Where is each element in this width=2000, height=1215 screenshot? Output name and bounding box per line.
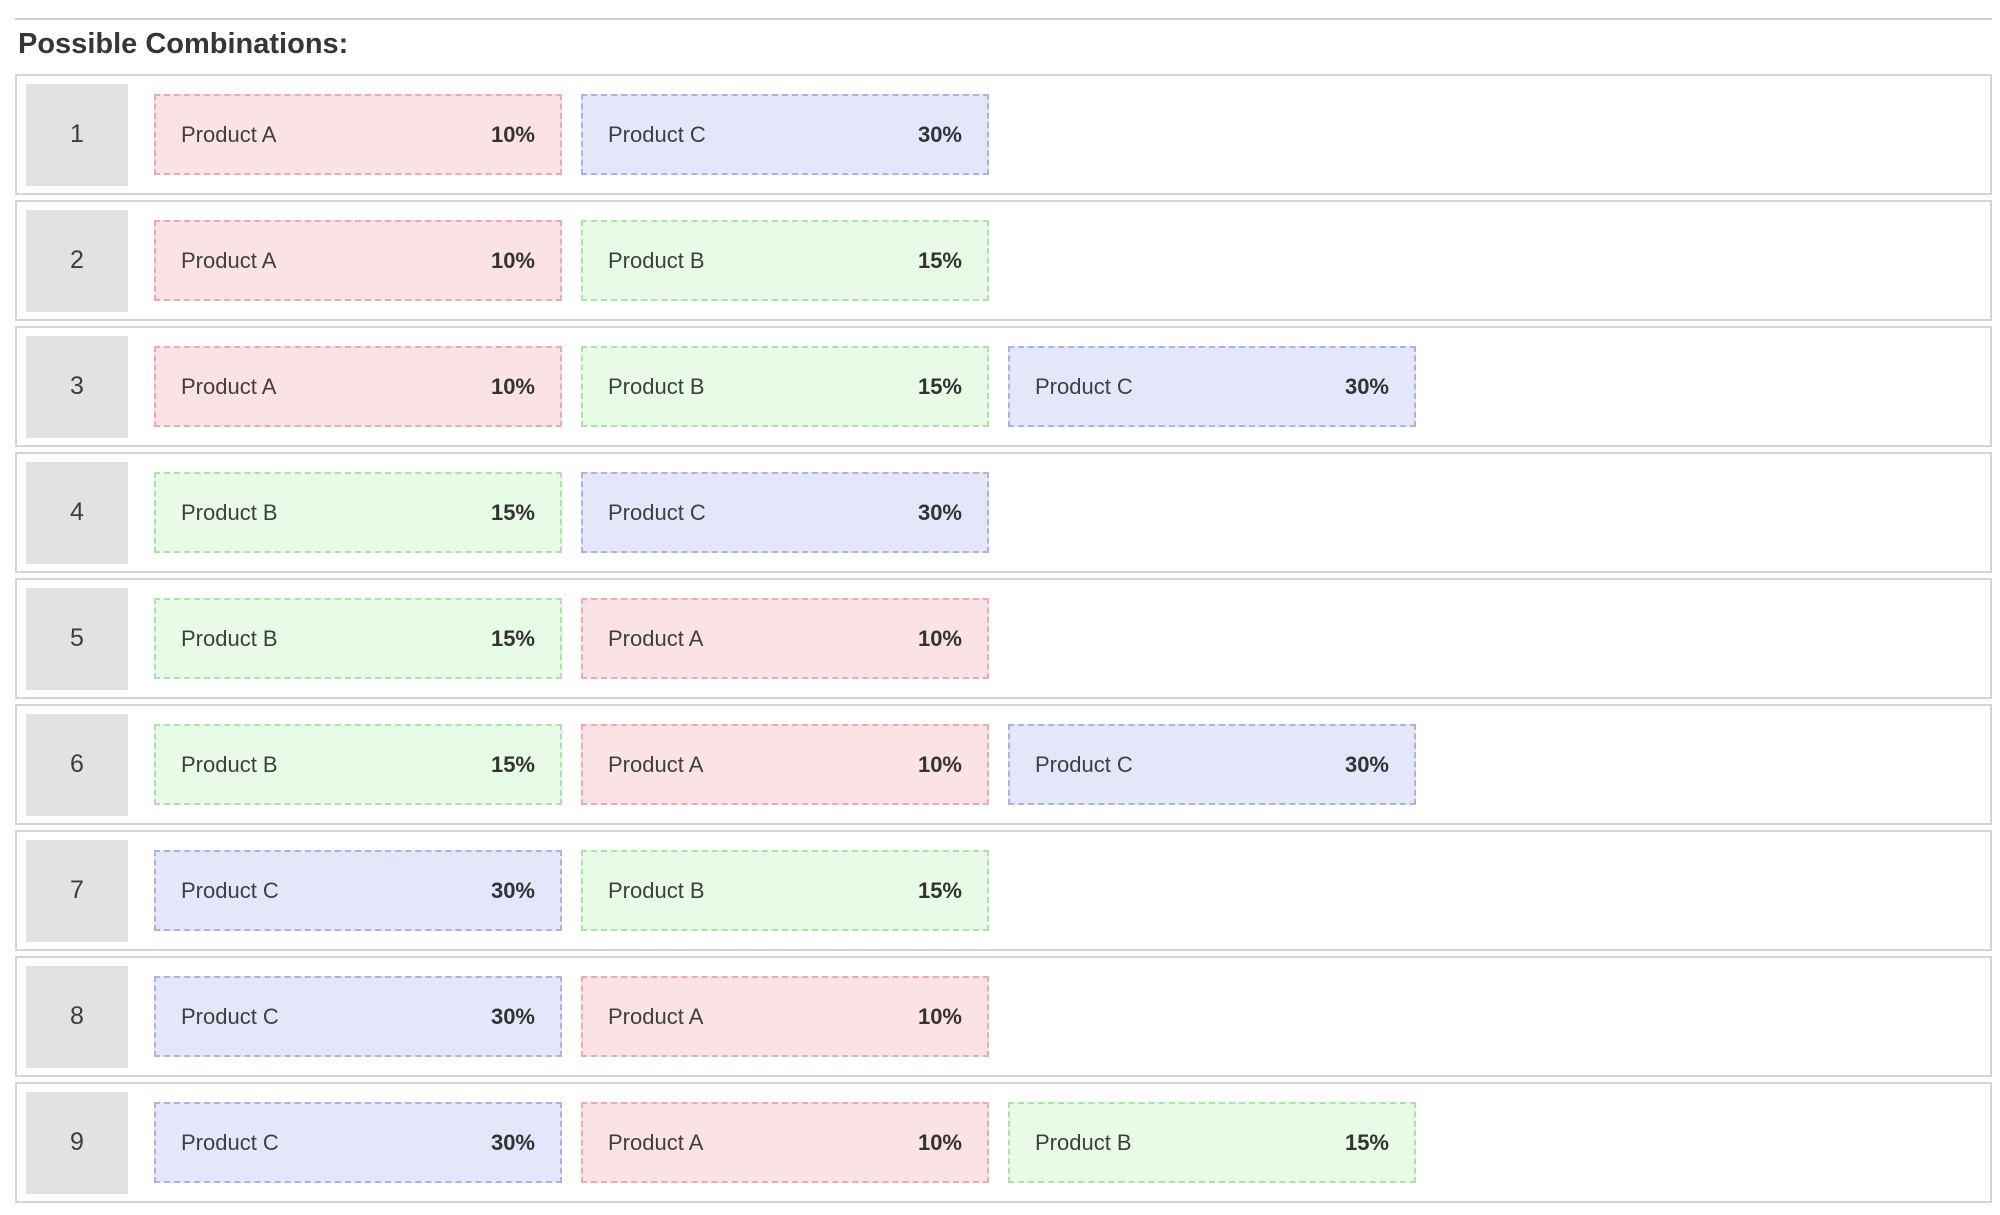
- product-name-label: Product C: [181, 877, 279, 903]
- product-name-label: Product A: [608, 625, 704, 651]
- product-share-value: 30%: [490, 1129, 535, 1155]
- product-name-label: Product A: [608, 751, 704, 777]
- product-card: Product A 10%: [154, 346, 562, 427]
- row-number-badge: 3: [26, 335, 128, 438]
- product-name-label: Product A: [181, 247, 277, 273]
- product-card: Product A 10%: [154, 220, 562, 301]
- product-name-label: Product C: [608, 121, 706, 147]
- product-card: Product C 30%: [154, 976, 562, 1057]
- product-share-value: 15%: [1344, 1129, 1389, 1155]
- product-share-value: 10%: [917, 1003, 962, 1029]
- product-name-label: Product C: [608, 499, 706, 525]
- combination-row: 8 Product C 30% Product A 10%: [15, 956, 1992, 1077]
- product-share-value: 15%: [917, 373, 962, 399]
- product-name-label: Product B: [608, 373, 705, 399]
- combinations-list: 1 Product A 10% Product C 30% 2 Product …: [15, 74, 1992, 1203]
- product-name-label: Product C: [1035, 373, 1133, 399]
- product-share-value: 15%: [917, 877, 962, 903]
- product-card: Product A 10%: [581, 976, 989, 1057]
- row-number-badge: 9: [26, 1091, 128, 1194]
- product-share-value: 10%: [917, 625, 962, 651]
- product-name-label: Product B: [1035, 1129, 1132, 1155]
- product-card: Product C 30%: [581, 472, 989, 553]
- product-share-value: 30%: [490, 1003, 535, 1029]
- product-name-label: Product B: [608, 247, 705, 273]
- product-card: Product B 15%: [1008, 1102, 1416, 1183]
- product-share-value: 15%: [490, 751, 535, 777]
- combination-row: 4 Product B 15% Product C 30%: [15, 452, 1992, 573]
- product-card: Product A 10%: [154, 94, 562, 175]
- product-name-label: Product A: [608, 1129, 704, 1155]
- row-number-badge: 5: [26, 587, 128, 690]
- product-name-label: Product A: [181, 121, 277, 147]
- product-name-label: Product C: [181, 1003, 279, 1029]
- product-name-label: Product B: [181, 499, 278, 525]
- product-name-label: Product A: [608, 1003, 704, 1029]
- product-card: Product C 30%: [581, 94, 989, 175]
- combination-row: 6 Product B 15% Product A 10% Product C …: [15, 704, 1992, 825]
- product-name-label: Product B: [181, 751, 278, 777]
- page-title: Possible Combinations:: [18, 28, 349, 60]
- combination-row: 2 Product A 10% Product B 15%: [15, 200, 1992, 321]
- row-number-badge: 8: [26, 965, 128, 1068]
- combination-row: 9 Product C 30% Product A 10% Product B …: [15, 1082, 1992, 1203]
- product-card: Product B 15%: [581, 850, 989, 931]
- product-card: Product C 30%: [154, 1102, 562, 1183]
- product-card: Product C 30%: [1008, 724, 1416, 805]
- product-share-value: 30%: [1344, 373, 1389, 399]
- row-number-badge: 4: [26, 461, 128, 564]
- product-share-value: 30%: [917, 121, 962, 147]
- row-number-badge: 6: [26, 713, 128, 816]
- row-number-badge: 2: [26, 209, 128, 312]
- combination-row: 5 Product B 15% Product A 10%: [15, 578, 1992, 699]
- product-share-value: 30%: [490, 877, 535, 903]
- product-card: Product B 15%: [154, 724, 562, 805]
- product-share-value: 30%: [917, 499, 962, 525]
- row-number-badge: 7: [26, 839, 128, 942]
- product-name-label: Product B: [608, 877, 705, 903]
- row-number-badge: 1: [26, 83, 128, 186]
- combination-row: 3 Product A 10% Product B 15% Product C …: [15, 326, 1992, 447]
- product-card: Product B 15%: [581, 220, 989, 301]
- product-card: Product B 15%: [154, 598, 562, 679]
- product-card: Product B 15%: [581, 346, 989, 427]
- product-card: Product C 30%: [154, 850, 562, 931]
- product-card: Product A 10%: [581, 598, 989, 679]
- product-share-value: 15%: [917, 247, 962, 273]
- combination-row: 7 Product C 30% Product B 15%: [15, 830, 1992, 951]
- product-card: Product A 10%: [581, 1102, 989, 1183]
- product-name-label: Product C: [1035, 751, 1133, 777]
- product-share-value: 30%: [1344, 751, 1389, 777]
- top-divider: [15, 18, 1992, 20]
- product-card: Product B 15%: [154, 472, 562, 553]
- product-card: Product C 30%: [1008, 346, 1416, 427]
- product-share-value: 15%: [490, 499, 535, 525]
- product-share-value: 10%: [917, 751, 962, 777]
- product-card: Product A 10%: [581, 724, 989, 805]
- product-name-label: Product A: [181, 373, 277, 399]
- product-share-value: 15%: [490, 625, 535, 651]
- product-share-value: 10%: [490, 373, 535, 399]
- product-share-value: 10%: [490, 247, 535, 273]
- combination-row: 1 Product A 10% Product C 30%: [15, 74, 1992, 195]
- product-share-value: 10%: [917, 1129, 962, 1155]
- product-name-label: Product B: [181, 625, 278, 651]
- product-share-value: 10%: [490, 121, 535, 147]
- product-name-label: Product C: [181, 1129, 279, 1155]
